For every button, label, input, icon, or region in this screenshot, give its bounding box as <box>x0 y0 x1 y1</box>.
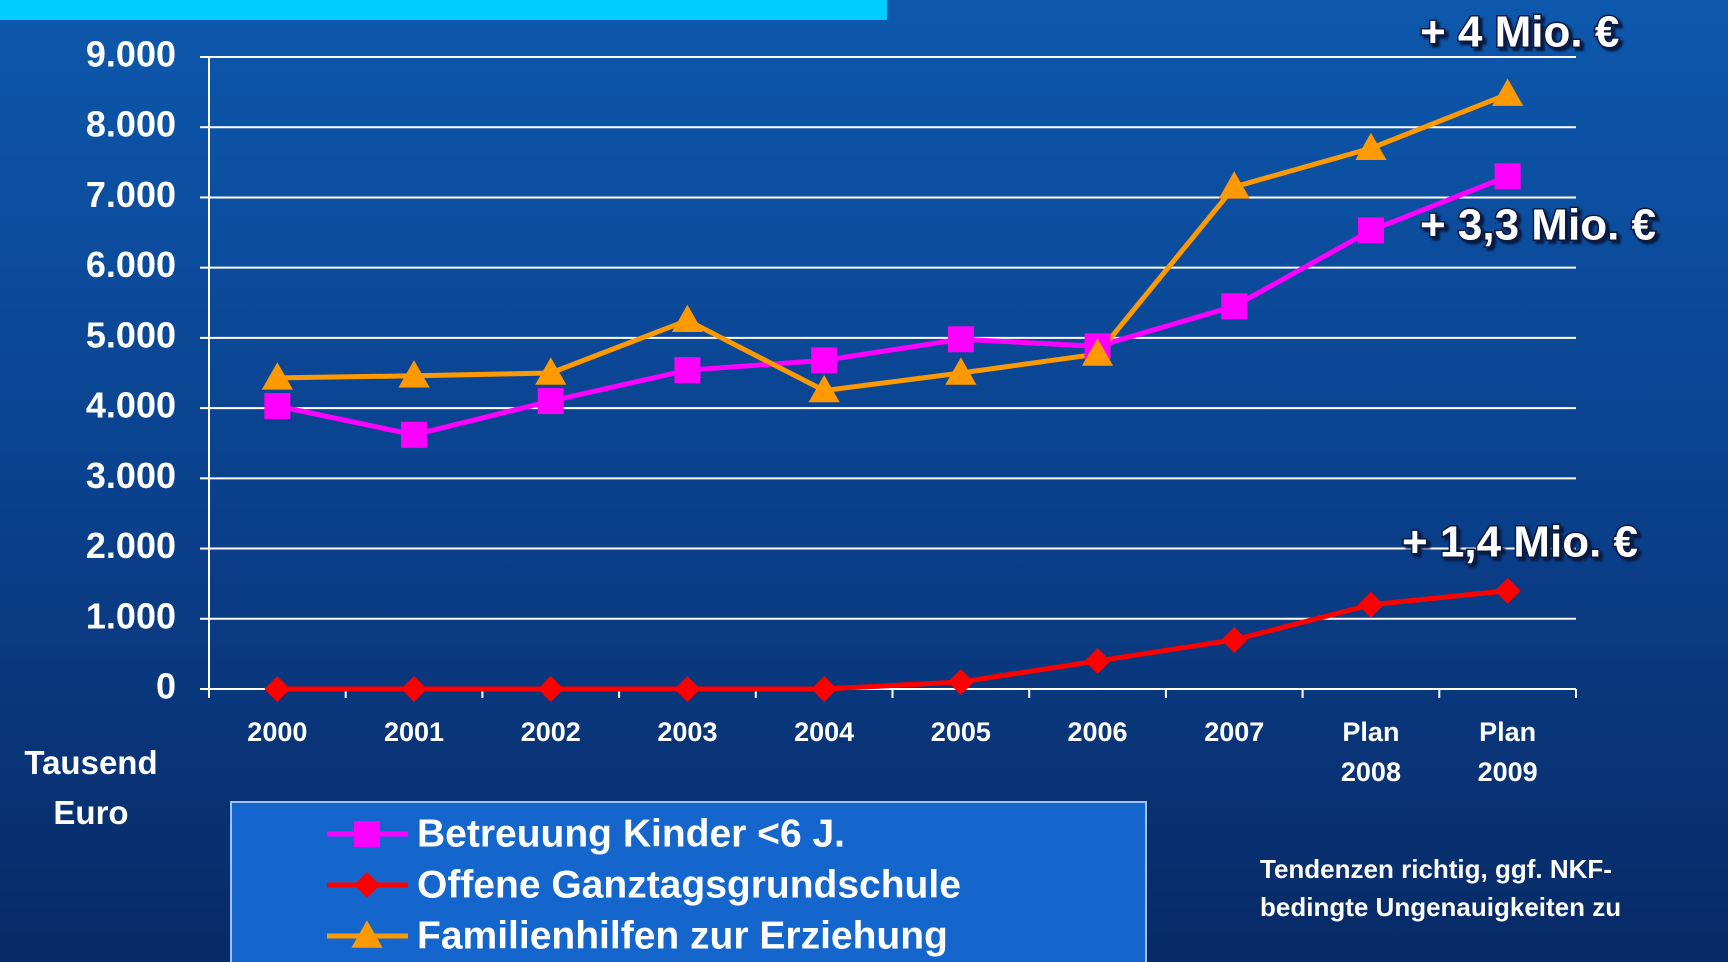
x-tick-label: 2002 <box>520 717 581 747</box>
marker <box>261 362 293 390</box>
y-axis-label: Tausend Euro <box>24 744 158 831</box>
marker <box>1357 217 1384 244</box>
marker <box>401 676 428 702</box>
legend-marker <box>354 872 380 898</box>
marker <box>1494 163 1521 190</box>
marker <box>674 676 701 702</box>
y-tick-label: 9.000 <box>86 34 176 75</box>
y-tick-label: 2.000 <box>86 525 176 566</box>
x-tick-label: Plan 2008 <box>1340 717 1401 787</box>
legend-label: Familienhilfen zur Erziehung <box>417 914 948 957</box>
annotation: + 1,4 Mio. € <box>1402 518 1638 567</box>
header-bar <box>0 0 887 20</box>
marker <box>811 676 838 702</box>
note: Tendenzen richtig, ggf. NKF-bedingte Ung… <box>1260 854 1622 922</box>
marker <box>674 357 701 384</box>
series-line <box>276 174 1509 438</box>
marker <box>1357 591 1384 618</box>
annotation: + 4 Mio. € <box>1420 8 1619 57</box>
marker <box>264 393 291 420</box>
marker <box>1218 171 1250 199</box>
x-tick-label: 2000 <box>247 717 308 747</box>
marker <box>945 357 977 385</box>
y-tick-label: 7.000 <box>86 174 176 215</box>
marker <box>264 676 291 702</box>
marker <box>671 304 704 333</box>
y-tick-label: 1.000 <box>86 595 176 636</box>
legend-label: Offene Ganztagsgrundschule <box>417 863 961 906</box>
marker <box>808 374 840 403</box>
marker <box>947 668 974 695</box>
marker <box>1084 647 1111 674</box>
x-tick-label: 2004 <box>794 717 855 747</box>
annotation: + 3,3 Mio. € <box>1420 201 1656 250</box>
marker <box>1221 293 1248 320</box>
marker <box>1494 577 1521 604</box>
x-tick-label: 2003 <box>657 717 718 747</box>
marker <box>811 347 838 374</box>
marker <box>947 326 974 353</box>
series-line <box>277 588 1508 692</box>
marker <box>537 676 564 702</box>
marker <box>1492 78 1524 106</box>
marker <box>1221 626 1248 653</box>
marker <box>398 360 430 388</box>
series-line <box>277 91 1509 394</box>
marker <box>535 357 567 385</box>
marker <box>1081 338 1114 366</box>
x-tick-label: 2006 <box>1067 717 1128 747</box>
marker <box>401 421 428 448</box>
legend-marker <box>351 920 383 948</box>
y-tick-label: 5.000 <box>86 314 176 355</box>
y-tick-label: 8.000 <box>86 104 176 145</box>
x-tick-label: Plan 2009 <box>1477 717 1538 787</box>
marker <box>537 388 564 415</box>
x-tick-label: 2007 <box>1204 717 1265 747</box>
x-tick-label: 2001 <box>384 717 445 747</box>
y-tick-label: 3.000 <box>86 455 176 496</box>
x-tick-label: 2005 <box>930 717 991 747</box>
y-tick-label: 6.000 <box>86 244 176 285</box>
y-tick-label: 4.000 <box>86 385 176 426</box>
y-tick-label: 0 <box>156 666 176 707</box>
legend-label: Betreuung Kinder <6 J. <box>417 812 845 855</box>
legend-marker <box>354 821 380 847</box>
marker <box>1355 132 1387 160</box>
